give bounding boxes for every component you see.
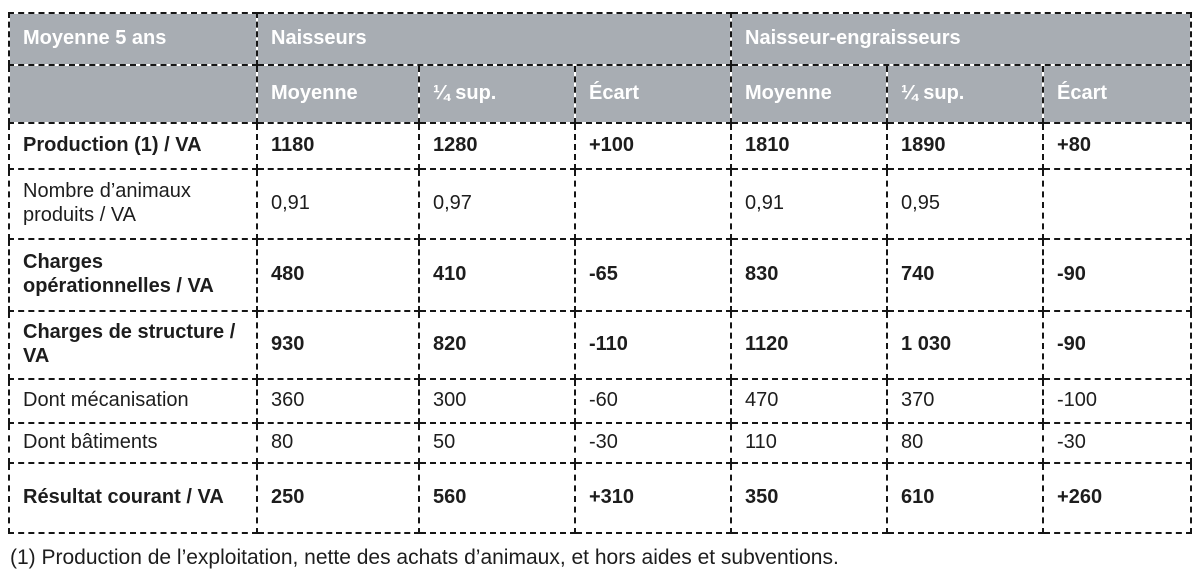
value-cell: 410 <box>420 240 576 312</box>
row-label: Dont mécanisation <box>8 380 258 424</box>
value-cell: 1180 <box>258 124 420 170</box>
value-cell: 1280 <box>420 124 576 170</box>
col-header-ecart-2: Écart <box>1044 66 1193 124</box>
value-cell <box>576 170 733 240</box>
value-cell <box>1044 170 1193 240</box>
value-cell: 1120 <box>732 312 889 380</box>
value-cell: -65 <box>576 240 733 312</box>
value-cell: -30 <box>1044 424 1193 464</box>
table-row-nombre-animaux: Nombre d’animaux produits / VA 0,91 0,97… <box>8 170 1193 240</box>
value-cell: 1890 <box>888 124 1045 170</box>
value-cell: 820 <box>420 312 576 380</box>
value-cell: 80 <box>258 424 420 464</box>
value-cell: 350 <box>732 464 889 534</box>
sub-header-row: Moyenne ¼ sup. Écart Moyenne ¼ sup. Écar… <box>8 66 1193 124</box>
empty-header-cell <box>8 66 258 124</box>
value-cell: -90 <box>1044 312 1193 380</box>
col-header-quart-sup-1: ¼ sup. <box>420 66 576 124</box>
footnote: (1) Production de l’exploitation, nette … <box>10 546 839 569</box>
value-cell: 560 <box>420 464 576 534</box>
value-cell: 0,97 <box>420 170 576 240</box>
value-cell: 0,91 <box>258 170 420 240</box>
row-label: Charges de structure / VA <box>8 312 258 380</box>
value-cell: +100 <box>576 124 733 170</box>
col-header-moyenne-1: Moyenne <box>258 66 420 124</box>
col-header-ecart-1: Écart <box>576 66 733 124</box>
group-header-naisseurs: Naisseurs <box>258 12 733 66</box>
value-cell: 930 <box>258 312 420 380</box>
value-cell: 0,91 <box>732 170 889 240</box>
value-cell: +260 <box>1044 464 1193 534</box>
table-row-resultat-courant: Résultat courant / VA 250 560 +310 350 6… <box>8 464 1193 534</box>
col-header-moyenne-2: Moyenne <box>732 66 889 124</box>
value-cell: 470 <box>732 380 889 424</box>
group-header-naisseur-engraisseurs: Naisseur-engraisseurs <box>732 12 1193 66</box>
value-cell: 480 <box>258 240 420 312</box>
row-label: Résultat courant / VA <box>8 464 258 534</box>
value-cell: 740 <box>888 240 1045 312</box>
col-header-quart-sup-2: ¼ sup. <box>888 66 1045 124</box>
row-label: Nombre d’animaux produits / VA <box>8 170 258 240</box>
value-cell: -90 <box>1044 240 1193 312</box>
value-cell: -30 <box>576 424 733 464</box>
table-row-dont-batiments: Dont bâtiments 80 50 -30 110 80 -30 <box>8 424 1193 464</box>
row-label: Charges opérationnelles / VA <box>8 240 258 312</box>
value-cell: 830 <box>732 240 889 312</box>
value-cell: 1 030 <box>888 312 1045 380</box>
table-row-charges-structure: Charges de structure / VA 930 820 -110 1… <box>8 312 1193 380</box>
value-cell: 1810 <box>732 124 889 170</box>
value-cell: +80 <box>1044 124 1193 170</box>
corner-header: Moyenne 5 ans <box>8 12 258 66</box>
row-label: Production (1) / VA <box>8 124 258 170</box>
value-cell: 0,95 <box>888 170 1045 240</box>
value-cell: -100 <box>1044 380 1193 424</box>
row-label: Dont bâtiments <box>8 424 258 464</box>
value-cell: 250 <box>258 464 420 534</box>
table-row-charges-operationnelles: Charges opérationnelles / VA 480 410 -65… <box>8 240 1193 312</box>
value-cell: -60 <box>576 380 733 424</box>
value-cell: 610 <box>888 464 1045 534</box>
averages-table: Moyenne 5 ans Naisseurs Naisseur-engrais… <box>8 12 1193 534</box>
value-cell: 370 <box>888 380 1045 424</box>
group-header-row: Moyenne 5 ans Naisseurs Naisseur-engrais… <box>8 12 1193 66</box>
value-cell: 110 <box>732 424 889 464</box>
value-cell: -110 <box>576 312 733 380</box>
value-cell: 50 <box>420 424 576 464</box>
value-cell: 300 <box>420 380 576 424</box>
table-row-dont-mecanisation: Dont mécanisation 360 300 -60 470 370 -1… <box>8 380 1193 424</box>
value-cell: 80 <box>888 424 1045 464</box>
value-cell: 360 <box>258 380 420 424</box>
value-cell: +310 <box>576 464 733 534</box>
table-row-production: Production (1) / VA 1180 1280 +100 1810 … <box>8 124 1193 170</box>
